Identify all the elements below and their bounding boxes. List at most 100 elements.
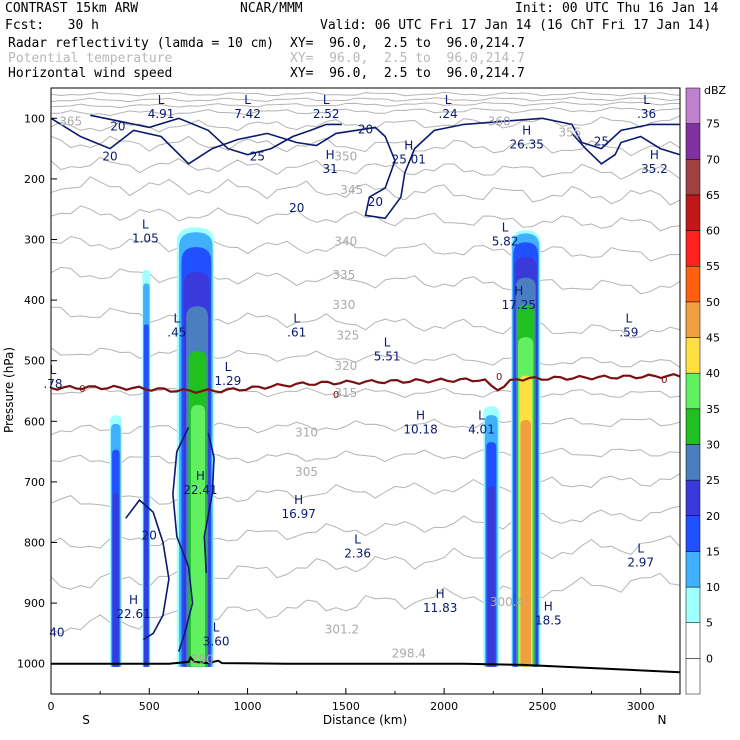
extremum-value: .36 [637,107,656,121]
wind-contour-25b [571,132,680,165]
extremum-l: L [478,408,485,422]
extremum-value: 2.52 [313,107,340,121]
field-reflectivity-name: Radar reflectivity (lamda = 10 cm) [8,36,275,51]
x-axis-label: Distance (km) [323,713,407,727]
colorbar-level-label: 65 [706,189,720,202]
theta-contour [51,156,680,180]
reflectivity-level-45 [520,420,531,667]
extremum-value: 4.91 [148,107,175,121]
extremum-l: L [173,311,180,325]
theta-contour [51,535,680,590]
wind-contour-25 [90,114,342,156]
colorbar-level-label: 5 [706,617,713,630]
theta-contour [51,96,680,103]
theta-contour [51,505,680,549]
model-title: CONTRAST 15km ARW [5,1,139,16]
extremum-value: 18.5 [535,613,562,627]
theta-contour [51,347,680,369]
extremum-h: H [544,599,553,613]
wind-contour-20-low [172,427,194,652]
colorbar-cell [685,301,701,338]
colorbar-cell [685,408,701,445]
colorbar-cell [685,372,701,410]
colorbar-cell [685,194,701,231]
axes: 0 500 1000 1500 2000 2500 30001002003004005006… [17,112,655,713]
field-wind-name: Horizontal wind speed [8,66,173,81]
wind-label: 20 [110,119,125,133]
theta-contour [51,106,680,117]
extremum-h: H [294,493,303,507]
extremum-l: L [502,221,509,235]
theta-label: 355 [558,125,581,139]
extremum-value: 31 [322,162,337,176]
y-tick-label: 600 [24,415,45,428]
extremum-value: .24 [439,107,458,121]
theta-label: 340 [334,235,357,249]
terrain [51,655,680,674]
extremum-l: L [626,311,633,325]
wind-label: 20 [142,528,157,542]
extremum-value: 22.41 [183,483,217,497]
extremum-l: L [244,93,251,107]
x-tick-label: 1500 [332,700,360,713]
x-axis-start-label: S [82,713,90,727]
extremum-value: 2.97 [627,556,654,570]
colorbar-level-label: 50 [706,296,720,309]
theta-label: 315 [334,386,357,400]
colorbar-level-label: 20 [706,510,720,523]
wind-label: 25 [594,135,609,149]
theta-label: 301.2 [325,622,359,636]
extremum-h: H [436,587,445,601]
reflectivity-level-20 [113,493,119,667]
theta-contour [51,91,680,97]
reflectivity-cells [110,227,541,667]
colorbar-level-label: 60 [706,225,720,238]
extremum-h: H [196,469,205,483]
theta-contour [51,417,680,436]
reflectivity-level-20 [144,392,149,667]
y-tick-label: 800 [24,537,45,550]
extremum-h: H [522,124,531,138]
colorbar-level-label: 45 [706,332,720,345]
wind-contour-20-low-c [125,498,170,641]
colorbar-cell [685,622,701,659]
extremum-value: 10.18 [403,422,437,436]
extremum-value: 1.29 [215,374,242,388]
theta-contour [51,387,680,398]
extremum-value: .78 [43,377,62,391]
theta-label: 300.4 [490,595,524,609]
extremum-h: H [404,139,413,153]
y-tick-label: 200 [24,173,45,186]
extremum-value: 5.82 [492,235,519,249]
colorbar-level-label: 0 [706,652,713,665]
zero-isotherm-label: 0 [333,390,339,401]
x-tick-label: 0 [48,700,55,713]
extremum-value: 25.01 [392,153,426,167]
colorbar-level-label: 70 [706,153,720,166]
theta-label: 320 [334,359,357,373]
theta-contour [51,447,680,465]
x-axis-end-label: N [658,713,667,727]
x-tick-label: 3000 [627,700,655,713]
y-tick-label: 700 [24,476,45,489]
colorbar-cell-below [685,658,701,695]
extremum-l: L [213,620,220,634]
colorbar-unit: dBZ [704,84,727,97]
extremum-value: 16.97 [281,507,315,521]
field-reflectivity-xy: XY= 96.0, 2.5 to 96.0,214.7 [290,36,525,51]
extremum-h: H [416,408,425,422]
colorbar-cell [685,515,701,552]
extremum-h: H [514,284,523,298]
colorbar-level-label: 25 [706,474,720,487]
y-axis-label: Pressure (hPa) [2,347,16,433]
extremum-value: 2.36 [344,547,371,561]
x-tick-label: 2500 [528,700,556,713]
extremum-value: 11.83 [423,601,457,615]
zero-isotherm [51,373,680,394]
extremum-value: 22.61 [116,607,150,621]
extremum-l: L [354,533,361,547]
colorbar-level-label: 30 [706,438,720,451]
colorbar-cell [685,87,701,124]
colorbar-cell [685,586,701,623]
forecast-hour: Fcst: 30 h [5,18,99,33]
